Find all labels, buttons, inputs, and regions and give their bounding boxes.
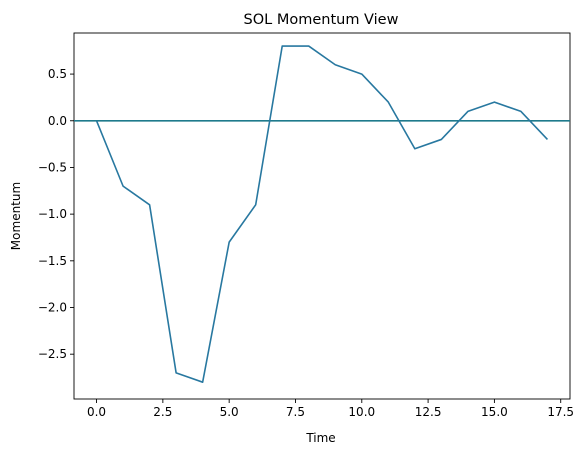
x-tick-label: 5.0 [220, 405, 239, 419]
x-axis: 0.0 2.5 5.0 7.5 10.0 12.5 15.0 17.5 [87, 399, 574, 419]
x-tick-label: 17.5 [547, 405, 574, 419]
y-tick-label: −1.5 [38, 254, 67, 268]
y-tick-label: 0.5 [48, 67, 67, 81]
plot-frame [73, 32, 571, 400]
x-tick-label: 7.5 [286, 405, 305, 419]
chart-title: SOL Momentum View [244, 12, 399, 28]
x-tick-label: 12.5 [415, 405, 442, 419]
momentum-series-line [95, 45, 549, 383]
y-tick-label: 0.0 [48, 114, 67, 128]
y-axis-label: Momentum [9, 182, 23, 250]
x-axis-label: Time [305, 431, 335, 445]
x-tick-label: 10.0 [348, 405, 375, 419]
x-tick-label: 2.5 [153, 405, 172, 419]
x-tick-label: 15.0 [481, 405, 508, 419]
y-tick-label: −2.5 [38, 347, 67, 361]
y-axis: 0.5 0.0 −0.5 −1.0 −1.5 −2.0 −2.5 [38, 67, 74, 361]
y-tick-label: −0.5 [38, 160, 67, 174]
y-tick-label: −1.0 [38, 207, 67, 221]
y-tick-label: −2.0 [38, 301, 67, 315]
plot-area [73, 32, 571, 400]
x-tick-label: 0.0 [87, 405, 106, 419]
